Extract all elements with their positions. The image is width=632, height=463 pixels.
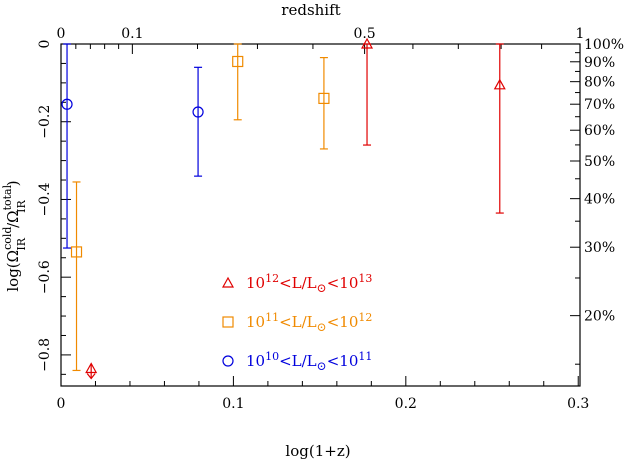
top-tick-label: 0.1 <box>121 26 143 42</box>
legend-label-part: 10 <box>265 350 279 363</box>
x-tick-label: 0.1 <box>222 396 244 412</box>
square-marker <box>232 55 244 68</box>
top-axis-title: redshift <box>281 1 340 19</box>
y-title-sub: IR <box>15 237 28 250</box>
x-tick-label: 0 <box>57 396 66 412</box>
circle-marker <box>61 98 73 110</box>
x-axis-title: log(1+z) <box>285 442 350 460</box>
legend-label-part: <10 <box>327 313 359 331</box>
right-tick-label: 30% <box>584 240 615 256</box>
y-tick-label: −0.2 <box>37 105 53 139</box>
legend-label-part: 13 <box>358 272 372 285</box>
circle-marker <box>192 106 204 118</box>
y-tick-label: 0 <box>37 40 53 49</box>
circle-marker <box>222 355 234 367</box>
right-tick-label: 80% <box>584 75 615 91</box>
upper-limit-arrow-head <box>86 373 96 380</box>
y-title-sup: total <box>1 184 14 210</box>
y-tick-label: −0.6 <box>37 260 53 294</box>
legend-label-part: 11 <box>265 311 279 324</box>
legend-item: 1012<L/L⊙<1013 <box>221 272 372 295</box>
y-axis-title: log(ΩcoldIR/ΩtotalIR) <box>1 180 28 291</box>
plot-frame <box>60 43 581 387</box>
y-title-part: ) <box>4 180 22 186</box>
legend-label-part: <10 <box>327 274 359 292</box>
top-tick-label: 1 <box>576 26 585 42</box>
y-tick-label: −0.8 <box>37 338 53 372</box>
y-title-part: log(Ω <box>4 250 22 292</box>
right-tick-label: 60% <box>584 123 615 139</box>
top-tick-label: 0.5 <box>353 26 375 42</box>
triangle-marker <box>493 78 506 90</box>
triangle-marker <box>221 276 235 288</box>
legend-label: 1012<L/L⊙<1013 <box>246 272 372 295</box>
legend-label-part: 10 <box>246 274 265 292</box>
y-title-sup: cold <box>1 227 14 250</box>
legend-label-part: 12 <box>265 272 279 285</box>
x-tick-label: 0.2 <box>395 396 417 412</box>
square-marker <box>318 92 330 105</box>
legend-label: 1010<L/L⊙<1011 <box>246 350 372 373</box>
legend-label-part: 12 <box>358 311 372 324</box>
x-tick-label: 0.3 <box>567 396 589 412</box>
legend-label-part: ⊙ <box>317 320 327 334</box>
data-layer <box>61 37 506 380</box>
legend-label-part: 10 <box>246 313 265 331</box>
y-tick-label: −0.4 <box>37 182 53 216</box>
right-tick-label: 100% <box>584 37 624 53</box>
legend-label-part: ⊙ <box>317 359 327 373</box>
legend-label-part: <L/L <box>279 274 317 292</box>
series-triangle <box>85 37 506 380</box>
legend-item: 1010<L/L⊙<1011 <box>222 350 372 373</box>
legend-label-part: ⊙ <box>317 281 327 295</box>
square-marker <box>70 246 83 258</box>
right-tick-label: 70% <box>584 97 615 113</box>
legend-label-part: <L/L <box>279 313 317 331</box>
right-tick-label: 20% <box>584 309 615 325</box>
top-tick-label: 0 <box>57 26 66 42</box>
legend-label-part: 10 <box>246 352 265 370</box>
right-tick-label: 50% <box>584 154 615 170</box>
triangle-marker <box>85 362 98 374</box>
legend-label-part: <10 <box>327 352 359 370</box>
legend-item: 1011<L/L⊙<1012 <box>222 311 372 334</box>
triangle-marker <box>361 37 374 49</box>
y-title-part: /Ω <box>4 210 22 228</box>
series-square <box>70 43 330 372</box>
legend: 1012<L/L⊙<10131011<L/L⊙<10121010<L/L⊙<10… <box>221 272 372 373</box>
legend-label: 1011<L/L⊙<1012 <box>246 311 372 334</box>
y-title-sub: IR <box>15 200 28 213</box>
right-tick-label: 40% <box>584 192 615 208</box>
legend-label-part: 11 <box>358 350 372 363</box>
square-marker <box>222 316 234 328</box>
series-circle <box>61 43 204 249</box>
right-tick-label: 90% <box>584 55 615 71</box>
legend-label-part: <L/L <box>279 352 317 370</box>
